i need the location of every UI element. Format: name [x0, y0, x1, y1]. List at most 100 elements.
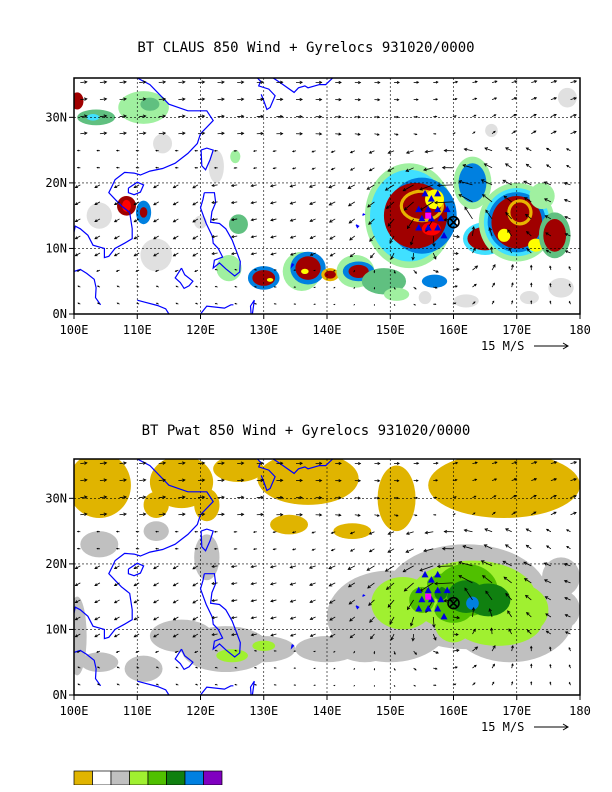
wind-arrowhead — [174, 547, 177, 550]
wind-arrow — [75, 218, 81, 222]
wind-arrow — [505, 147, 512, 152]
wind-arrow — [524, 578, 532, 584]
wind-arrow — [153, 201, 159, 206]
wind-arrow — [75, 235, 81, 240]
wind-arrow — [388, 150, 395, 154]
x-tick-label: 120E — [186, 323, 215, 337]
gyre-loc-triangle — [418, 214, 426, 222]
shaded-cell — [383, 287, 410, 301]
wind-arrowhead — [434, 200, 438, 205]
wind-arrowhead — [405, 531, 410, 535]
wind-arrowhead — [182, 461, 186, 465]
wind-arrowhead — [289, 235, 294, 239]
wind-arrow — [437, 184, 453, 186]
wind-arrowhead — [194, 270, 197, 272]
wind-arrow — [310, 616, 316, 620]
wind-arrowhead — [153, 600, 157, 604]
wind-arrow — [370, 633, 375, 639]
wind-arrowhead — [513, 511, 517, 515]
wind-arrowhead — [113, 634, 118, 638]
wind-arrow — [330, 633, 336, 638]
wind-arrow — [432, 235, 435, 247]
wind-arrow — [531, 114, 537, 118]
wind-arrowhead — [192, 634, 196, 638]
wind-arrow — [544, 579, 552, 584]
wind-arrowhead — [455, 80, 459, 84]
shaded-field — [74, 87, 577, 308]
wind-arrow — [119, 479, 127, 482]
gyre-loc-triangle — [440, 612, 448, 620]
coastline — [137, 680, 170, 695]
wind-arrowhead — [142, 114, 147, 118]
wind-arrowhead — [454, 302, 457, 305]
wind-arrow — [192, 218, 199, 223]
wind-arrow — [462, 545, 473, 550]
wind-arrow — [405, 167, 414, 172]
wind-arrow — [231, 252, 238, 255]
wind-arrowhead — [192, 600, 196, 604]
wind-arrow — [491, 628, 493, 635]
wind-arrowhead — [135, 269, 138, 272]
wind-arrowhead — [368, 168, 373, 172]
wind-arrowhead — [194, 651, 197, 653]
wind-arrow — [153, 218, 159, 223]
wind-arrowhead — [135, 547, 138, 550]
gyre-loc-triangle — [424, 586, 432, 594]
wind-arrowhead — [172, 566, 176, 570]
claus-wind-map: 100E 110E 120E 130E 140E 150E 160E 170E 180 30N 20… — [45, 77, 591, 353]
wind-arrow — [251, 565, 257, 568]
wind-arrowhead — [472, 247, 476, 251]
wind-arrowhead — [377, 462, 381, 466]
wind-arrow — [550, 80, 557, 83]
wind-arrowhead — [201, 512, 206, 517]
wind-arrowhead — [530, 663, 533, 666]
gyre-loc-triangle — [427, 595, 435, 603]
wind-arrow — [484, 163, 493, 169]
wind-arrowhead — [455, 285, 458, 288]
wind-arrowhead — [396, 133, 399, 136]
wind-arrowhead — [319, 478, 323, 483]
wind-arrow — [550, 511, 557, 516]
wind-arrow — [173, 184, 179, 189]
wind-arrow — [531, 478, 537, 482]
wind-arrowhead — [338, 132, 342, 136]
wind-arrow — [251, 235, 257, 238]
wind-arrowhead — [230, 599, 235, 603]
wind-arrow — [511, 80, 517, 83]
wind-arrowhead — [153, 583, 157, 587]
wind-arrowhead — [563, 579, 568, 584]
wind-arrowhead — [174, 149, 177, 152]
wind-arrowhead — [369, 619, 373, 623]
shaded-cell — [510, 202, 530, 223]
wind-arrowhead — [116, 285, 119, 288]
wind-arrow — [527, 629, 532, 635]
wind-arrow — [309, 218, 316, 222]
shaded-cell — [266, 277, 274, 282]
wind-arrowhead — [113, 253, 118, 257]
wind-arrowhead — [240, 512, 245, 517]
vector-scale-label: 15 M/S — [481, 720, 524, 734]
shaded-cell — [208, 150, 224, 183]
wind-arrowhead — [474, 283, 477, 287]
wind-arrowhead — [566, 546, 569, 549]
wind-arrow — [80, 115, 87, 118]
wind-arrow — [94, 252, 101, 257]
wind-arrow — [310, 235, 316, 239]
wind-arrow — [231, 201, 238, 204]
wind-arrowhead — [77, 285, 80, 288]
wind-arrowhead — [318, 496, 323, 500]
wind-arrow — [419, 184, 434, 191]
gyre-loc-triangle — [427, 214, 435, 222]
legend-swatch — [166, 770, 186, 785]
wind-arrowhead — [74, 219, 78, 223]
shaded-cell — [80, 652, 119, 673]
coastlines — [74, 78, 366, 314]
wind-arrowhead — [76, 269, 79, 272]
wind-arrow — [231, 582, 238, 585]
wind-arrowhead — [347, 202, 352, 207]
shaded-cell — [557, 87, 577, 108]
wind-arrowhead — [253, 667, 256, 669]
wind-arrowhead — [123, 461, 127, 465]
wind-arrowhead — [514, 478, 518, 481]
y-tick-label: 10N — [45, 241, 67, 255]
